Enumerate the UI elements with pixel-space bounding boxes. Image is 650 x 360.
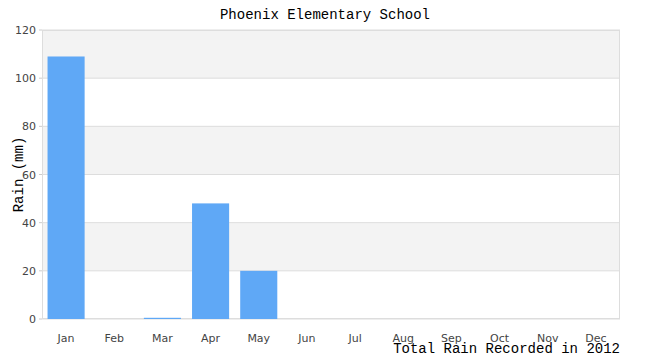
grid-line	[42, 270, 620, 271]
grid-line	[42, 126, 620, 127]
bar	[577, 319, 614, 320]
y-tick-label: 80	[22, 120, 36, 133]
grid-band	[42, 223, 620, 271]
bar	[96, 319, 133, 320]
x-tick-label: Jun	[297, 332, 315, 345]
y-tick-label: 20	[22, 265, 36, 278]
x-tick-label: Jan	[57, 332, 75, 345]
bar	[144, 318, 181, 319]
y-tick-label: 40	[22, 217, 36, 230]
x-tick-label: May	[247, 332, 270, 345]
bar	[481, 319, 518, 320]
bar	[48, 56, 85, 319]
grid-line	[42, 222, 620, 223]
bar	[288, 319, 325, 320]
bar	[385, 319, 422, 320]
bar	[192, 203, 229, 319]
y-tick-label: 100	[15, 72, 36, 85]
y-tick-label: 0	[29, 313, 36, 326]
x-tick-label: Apr	[201, 332, 221, 345]
y-tick	[39, 78, 42, 79]
x-tick-label: Jul	[347, 332, 361, 345]
y-tick	[39, 222, 42, 223]
x-tick-label: Mar	[152, 332, 173, 345]
x-axis-label: Total Rain Recorded in 2012	[393, 341, 620, 357]
bar	[433, 319, 470, 320]
chart-svg: 020406080100120JanFebMarAprMayJunJulAugS…	[0, 0, 650, 360]
y-tick-label: 120	[15, 24, 36, 37]
bar	[529, 319, 566, 320]
chart-container: 020406080100120JanFebMarAprMayJunJulAugS…	[0, 0, 650, 360]
y-tick	[39, 126, 42, 127]
y-tick	[39, 319, 42, 320]
grid-line	[42, 78, 620, 79]
bar	[240, 271, 277, 319]
y-tick	[39, 270, 42, 271]
y-tick	[39, 174, 42, 175]
bar	[337, 319, 374, 320]
grid-band	[42, 30, 620, 78]
grid-line	[42, 174, 620, 175]
x-tick-label: Feb	[105, 332, 124, 345]
title: Phoenix Elementary School	[220, 7, 430, 23]
bars	[48, 56, 278, 319]
plot-background	[42, 30, 620, 319]
grid-band	[42, 126, 620, 174]
y-axis-label: Rain (mm)	[11, 137, 27, 213]
y-tick	[39, 30, 42, 31]
plot-frame	[43, 31, 620, 319]
